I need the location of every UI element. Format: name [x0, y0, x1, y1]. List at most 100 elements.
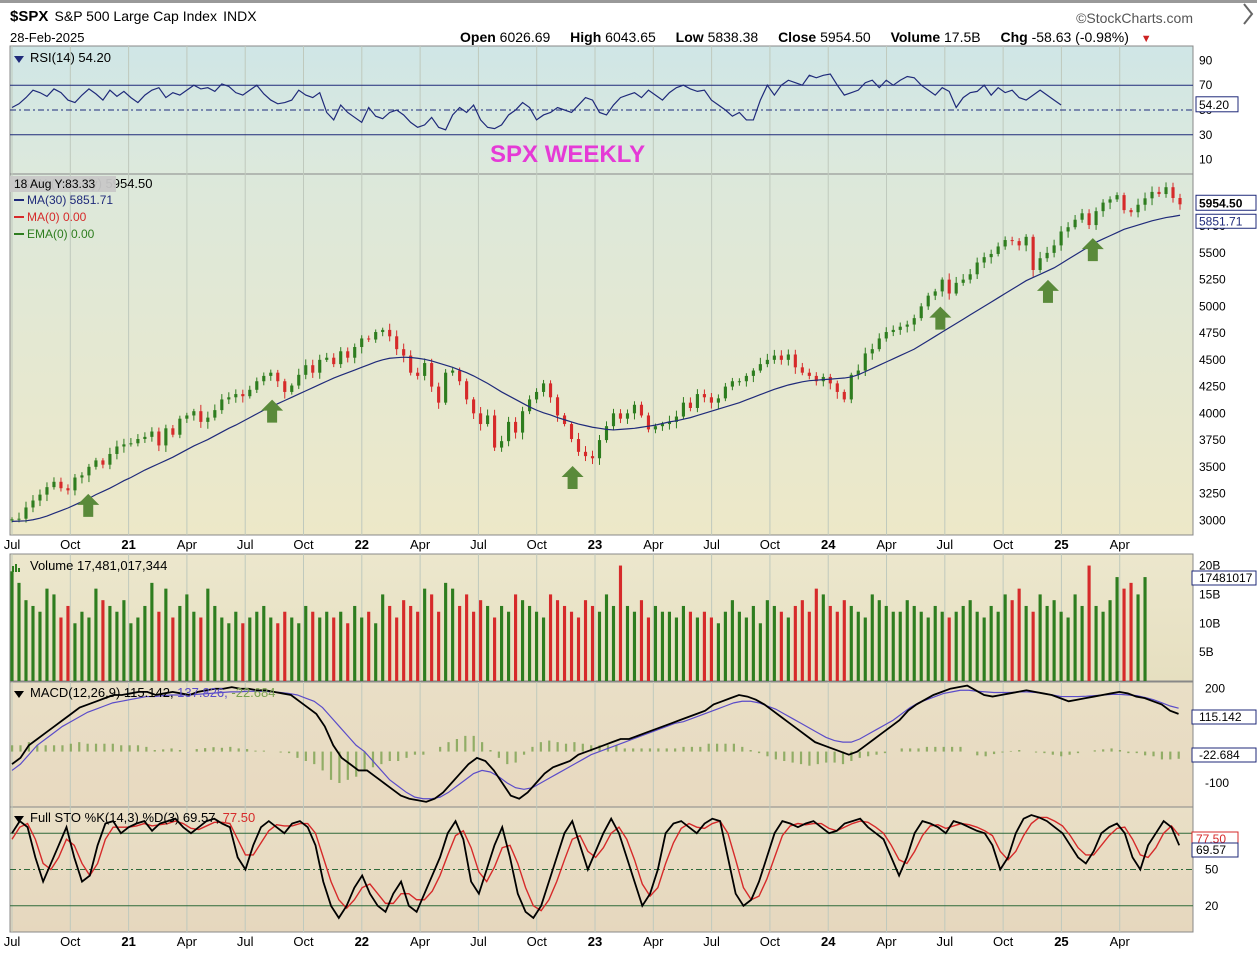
volume-bar	[576, 617, 581, 681]
sto-k-line	[11, 814, 1181, 920]
close-value: 5954.50	[820, 29, 871, 45]
candle-body	[388, 329, 392, 337]
candle-body	[514, 421, 518, 433]
low-value: 5838.38	[707, 29, 759, 45]
macd-histogram-bar	[623, 748, 626, 752]
candle-body	[493, 415, 497, 448]
volume-bar	[157, 611, 161, 681]
volume-bar	[968, 600, 972, 681]
macd-histogram-bar	[128, 745, 131, 752]
x-axis-tick-label: Apr	[643, 537, 664, 552]
macd-histogram-bar	[657, 748, 660, 752]
candle-body	[1171, 187, 1175, 199]
x-axis-tick-label: Apr	[410, 537, 431, 552]
volume-bar	[681, 605, 685, 681]
macd-histogram-bar	[1135, 751, 1138, 754]
volume-bar	[723, 611, 727, 681]
macd-histogram-bar	[917, 748, 920, 752]
macd-histogram-bar	[665, 748, 668, 752]
candle-body	[465, 381, 469, 400]
x-axis-tick-label: Oct	[293, 537, 314, 552]
volume-bar	[129, 623, 133, 681]
volume-bar	[346, 623, 350, 681]
candle-body	[926, 295, 930, 307]
candle-body	[569, 424, 574, 440]
volume-bar	[507, 611, 511, 681]
macd-histogram-bar	[648, 748, 652, 752]
volume-bar	[737, 611, 741, 681]
candle-body	[919, 306, 923, 319]
volume-bar	[989, 605, 993, 681]
macd-histogram-bar	[111, 743, 114, 752]
volume-bar	[1003, 594, 1007, 681]
volume-bar	[884, 605, 888, 681]
x-axis-tick-label: Jul	[703, 537, 720, 552]
volume-bar	[1080, 605, 1084, 681]
macd-histogram-bar	[909, 748, 912, 752]
macd-histogram-bar	[422, 751, 425, 755]
stockcharts-logo[interactable]: ©StockCharts.com	[1076, 10, 1193, 26]
candle-body	[744, 375, 748, 382]
macd-histogram-bar	[1110, 748, 1113, 752]
volume-bar	[318, 617, 322, 681]
volume-bar	[101, 600, 105, 681]
macd-value-box	[1191, 709, 1257, 725]
macd-histogram-bar	[976, 751, 979, 756]
volume-bar	[695, 617, 699, 681]
macd-histogram-bar	[942, 746, 945, 752]
candle-body	[590, 456, 595, 459]
candle-body	[597, 440, 602, 459]
volume-bar	[1073, 594, 1077, 681]
candle-body	[276, 372, 280, 382]
volume-bar	[486, 605, 490, 681]
macd-histogram-bar	[799, 751, 803, 765]
x-axis-tick-label: Oct	[993, 537, 1014, 552]
macd-histogram-bar	[304, 751, 307, 761]
volume-bar	[514, 594, 518, 681]
volume-bar	[548, 594, 553, 681]
volume-bar	[863, 617, 867, 681]
volume-bar	[1017, 588, 1021, 681]
candle-body	[1003, 240, 1007, 247]
volume-bar	[814, 588, 818, 681]
candle-body	[87, 466, 91, 476]
volume-bar	[618, 565, 623, 681]
candle-body	[604, 426, 609, 441]
volume-bar	[730, 600, 734, 681]
volume-bar	[451, 588, 455, 681]
macd-histogram-bar	[489, 750, 492, 752]
macd-histogram-bar	[858, 751, 861, 758]
candle-body	[213, 410, 217, 418]
volume-bar	[744, 617, 748, 681]
volume-bar	[1108, 600, 1112, 681]
volume-bar	[975, 611, 979, 681]
candle-body	[31, 500, 35, 508]
macd-histogram-bar	[61, 745, 64, 752]
macd-histogram-bar	[145, 746, 148, 752]
volume-bar	[374, 623, 378, 681]
volume-bar	[367, 611, 371, 681]
sto-d-line	[11, 816, 1180, 912]
candle-body	[716, 398, 720, 403]
macd-histogram-bar	[883, 751, 887, 754]
candle-body	[1157, 191, 1161, 195]
x-axis-bottom-tick-label: 22	[355, 934, 369, 949]
macd-histogram-bar	[246, 749, 249, 752]
candle-body	[346, 351, 350, 358]
volume-bar	[856, 611, 860, 681]
volume-title: Volume 17,481,017,344	[30, 558, 167, 573]
x-axis-bottom-tick-label: Jul	[703, 934, 720, 949]
x-axis-tick-label: Apr	[1110, 537, 1131, 552]
macd-histogram-bar	[581, 743, 584, 752]
macd-histogram-bar	[825, 751, 828, 763]
macd-histogram-bar	[44, 745, 47, 752]
volume-bar	[10, 571, 14, 681]
macd-panel	[9, 681, 1194, 808]
volume-bar	[136, 617, 140, 681]
volume-bar	[807, 611, 811, 681]
volume-bar	[437, 611, 441, 681]
macd-histogram-bar	[632, 748, 635, 752]
macd-histogram-bar	[296, 751, 299, 758]
macd-histogram-bar	[472, 735, 475, 752]
